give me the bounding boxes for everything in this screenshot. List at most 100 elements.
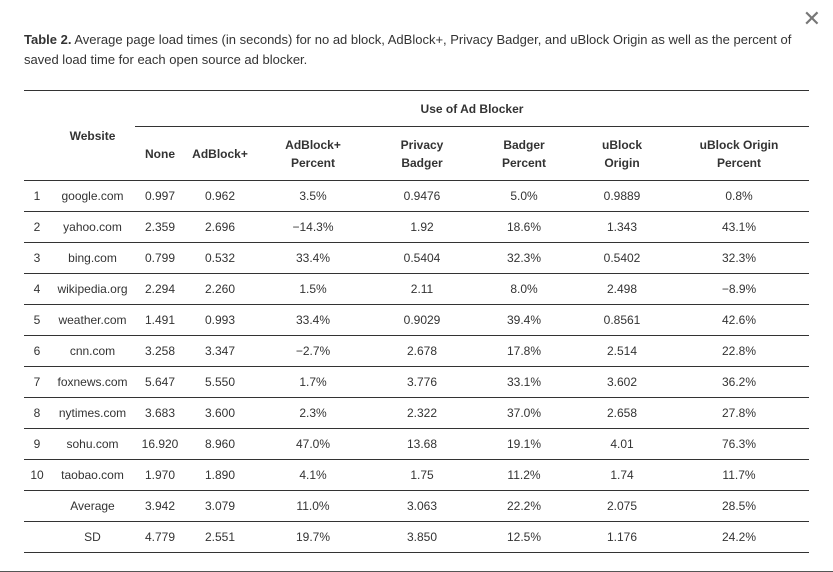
value-cell: 3.600 [185, 397, 255, 429]
value-cell: 1.970 [135, 459, 185, 491]
table-row: 7 foxnews.com 5.647 5.550 1.7% 3.776 33.1% 3.60… [24, 366, 809, 398]
value-cell: 0.962 [185, 180, 255, 212]
value-cell: 3.079 [185, 490, 255, 522]
value-cell: 24.2% [669, 521, 809, 553]
value-cell: 5.550 [185, 366, 255, 398]
value-cell: 16.920 [135, 428, 185, 460]
column-header-line: uBlock [601, 137, 642, 152]
value-cell: 76.3% [669, 428, 809, 460]
value-cell: 3.5% [255, 180, 371, 212]
column-header-line: Origin [604, 155, 640, 170]
value-cell: 1.5% [255, 273, 371, 305]
value-cell: 1.176 [575, 521, 669, 553]
table-row: Average 3.942 3.079 11.0% 3.063 22.2% 2.075 28.… [24, 490, 809, 522]
value-cell: 2.322 [371, 397, 473, 429]
value-cell: 3.942 [135, 490, 185, 522]
value-cell: 2.498 [575, 273, 669, 305]
website-cell: cnn.com [50, 335, 135, 367]
table-row: 1 google.com 0.997 0.962 3.5% 0.9476 5.0% 0.988… [24, 180, 809, 212]
value-cell: 36.2% [669, 366, 809, 398]
value-cell: 39.4% [473, 304, 575, 336]
value-cell: 2.551 [185, 521, 255, 553]
load-times-table: Website Use of Ad Blocker None AdBlock+ Ad… [24, 90, 809, 553]
value-cell: 11.0% [255, 490, 371, 522]
value-cell: 22.2% [473, 490, 575, 522]
value-cell: 0.9029 [371, 304, 473, 336]
table-row: 5 weather.com 1.491 0.993 33.4% 0.9029 39.4% 0.… [24, 304, 809, 336]
table-row: 9 sohu.com 16.920 8.960 47.0% 13.68 19.1% 4.01 7… [24, 428, 809, 460]
value-cell: 27.8% [669, 397, 809, 429]
value-cell: 3.850 [371, 521, 473, 553]
website-cell: nytimes.com [50, 397, 135, 429]
value-cell: 1.74 [575, 459, 669, 491]
value-cell: 3.602 [575, 366, 669, 398]
value-cell: 0.997 [135, 180, 185, 212]
website-cell: weather.com [50, 304, 135, 336]
caption-text: Average page load times (in seconds) for… [24, 32, 792, 67]
value-cell: 1.491 [135, 304, 185, 336]
value-cell: 11.2% [473, 459, 575, 491]
value-cell: 2.3% [255, 397, 371, 429]
table-row: SD 4.779 2.551 19.7% 3.850 12.5% 1.176 24.2% [24, 521, 809, 553]
value-cell: 2.658 [575, 397, 669, 429]
value-cell: 2.075 [575, 490, 669, 522]
value-cell: 43.1% [669, 211, 809, 243]
row-index: 5 [24, 304, 50, 336]
table-row: 6 cnn.com 3.258 3.347 −2.7% 2.678 17.8% 2.514 22… [24, 335, 809, 367]
column-header: Badger Percent [473, 126, 575, 181]
value-cell: 33.4% [255, 304, 371, 336]
value-cell: 2.514 [575, 335, 669, 367]
group-header: Use of Ad Blocker [135, 90, 809, 127]
table-row: 2 yahoo.com 2.359 2.696 −14.3% 1.92 18.6% 1.343… [24, 211, 809, 243]
website-cell: SD [50, 521, 135, 553]
row-index: 9 [24, 428, 50, 460]
value-cell: 47.0% [255, 428, 371, 460]
row-index: 6 [24, 335, 50, 367]
value-cell: 1.92 [371, 211, 473, 243]
value-cell: 0.5402 [575, 242, 669, 274]
column-header: None [135, 126, 185, 181]
value-cell: 3.063 [371, 490, 473, 522]
value-cell: 0.9889 [575, 180, 669, 212]
value-cell: 1.75 [371, 459, 473, 491]
value-cell: 22.8% [669, 335, 809, 367]
value-cell: 32.3% [669, 242, 809, 274]
column-header: Privacy Badger [371, 126, 473, 181]
value-cell: 4.779 [135, 521, 185, 553]
website-cell: wikipedia.org [50, 273, 135, 305]
value-cell: −2.7% [255, 335, 371, 367]
column-header-line: Percent [716, 155, 762, 170]
value-cell: 4.1% [255, 459, 371, 491]
column-header: AdBlock+ Percent [255, 126, 371, 181]
value-cell: 32.3% [473, 242, 575, 274]
value-cell: −14.3% [255, 211, 371, 243]
website-header: Website [50, 90, 135, 181]
value-cell: 3.683 [135, 397, 185, 429]
website-cell: sohu.com [50, 428, 135, 460]
value-cell: 3.258 [135, 335, 185, 367]
website-cell: Average [50, 490, 135, 522]
row-index: 3 [24, 242, 50, 274]
column-header-line: AdBlock+ [285, 137, 341, 152]
value-cell: 0.8% [669, 180, 809, 212]
value-cell: 19.7% [255, 521, 371, 553]
value-cell: 2.678 [371, 335, 473, 367]
value-cell: 37.0% [473, 397, 575, 429]
website-cell: taobao.com [50, 459, 135, 491]
website-cell: bing.com [50, 242, 135, 274]
value-cell: 5.647 [135, 366, 185, 398]
column-header-line: uBlock Origin [699, 137, 779, 152]
column-header: uBlock Origin [575, 126, 669, 181]
table-row: 10 taobao.com 1.970 1.890 4.1% 1.75 11.2% 1.74 1… [24, 459, 809, 491]
value-cell: 8.960 [185, 428, 255, 460]
value-cell: 0.532 [185, 242, 255, 274]
value-cell: 0.5404 [371, 242, 473, 274]
table-row: 4 wikipedia.org 2.294 2.260 1.5% 2.11 8.0% 2.49… [24, 273, 809, 305]
close-icon[interactable]: ✕ [802, 7, 821, 32]
value-cell: 18.6% [473, 211, 575, 243]
value-cell: 2.359 [135, 211, 185, 243]
column-header-line: Percent [290, 155, 336, 170]
website-cell: yahoo.com [50, 211, 135, 243]
row-index: 4 [24, 273, 50, 305]
value-cell: 42.6% [669, 304, 809, 336]
